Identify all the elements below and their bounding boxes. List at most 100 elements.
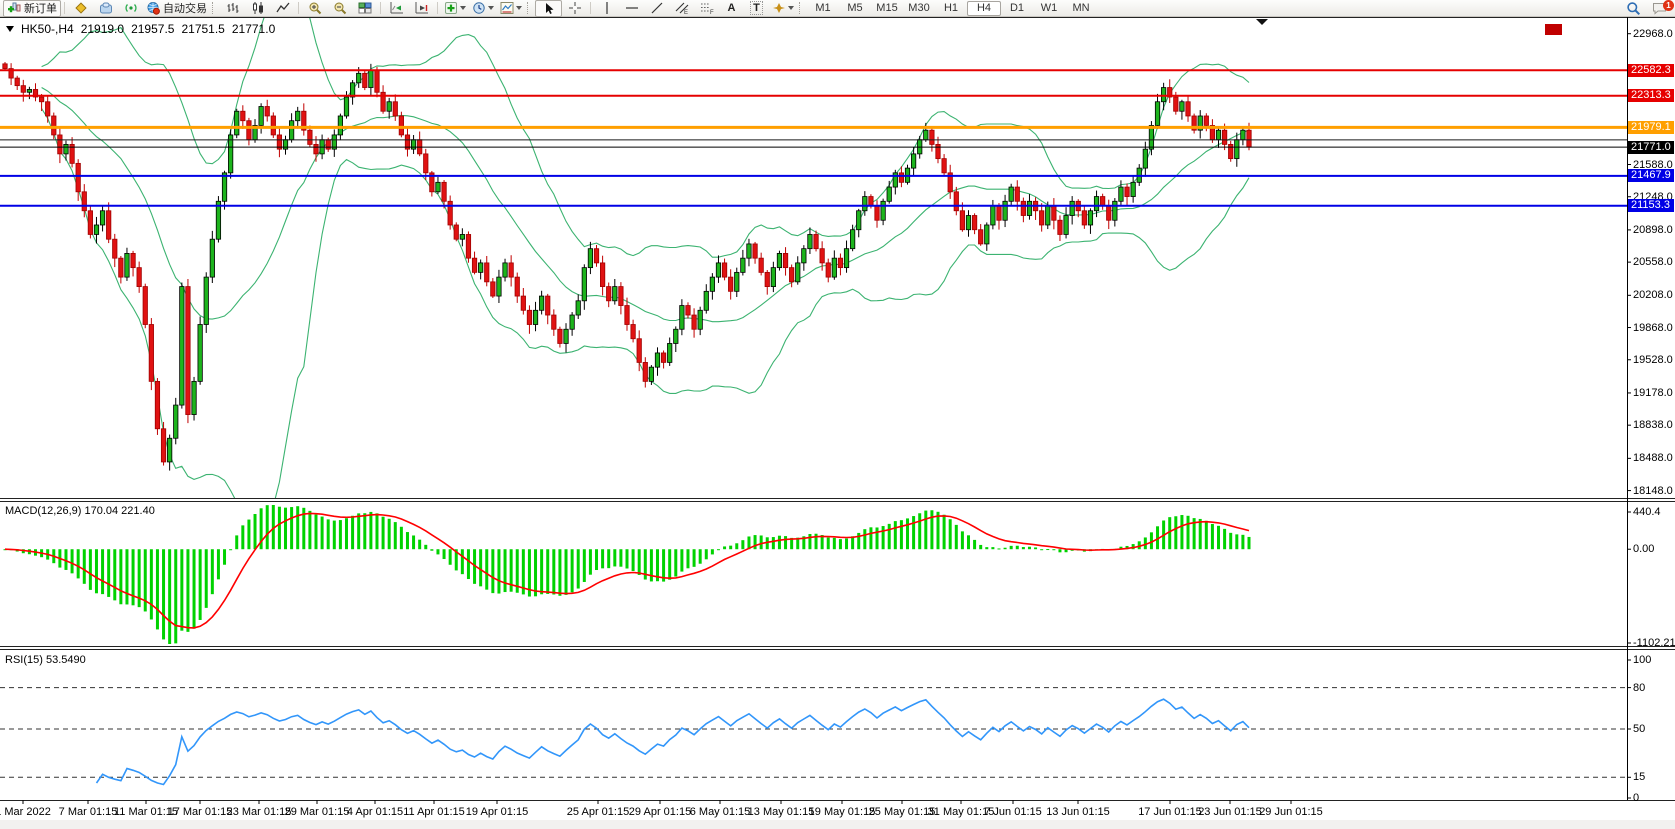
timeframe-m1[interactable]: M1 [815, 2, 831, 14]
timeframe-group: M1 M5 M15 M30 H1 H4 D1 W1 MN [807, 0, 1097, 16]
search-button[interactable] [1621, 1, 1646, 16]
time-tick-label: 4 Apr 01:15 [346, 806, 404, 818]
zoom-out-button[interactable] [327, 1, 352, 16]
macd-histogram-bar [1027, 546, 1031, 550]
macd-histogram-bar [430, 549, 434, 551]
trendline-tool[interactable] [644, 1, 669, 16]
rsi-axis-label: 80 [1633, 681, 1646, 694]
macd-histogram-bar [966, 535, 970, 550]
ohlc-open: 21919.0 [80, 21, 125, 36]
macd-histogram-bar [351, 515, 355, 550]
macd-histogram-bar [924, 510, 928, 550]
price-tick-label: 22968.0 [1633, 27, 1673, 40]
macd-histogram-bar [912, 516, 916, 550]
toolbox-button[interactable] [93, 1, 118, 16]
cursor-tool-button[interactable] [535, 0, 562, 17]
signals-icon [124, 4, 137, 12]
label-icon: T [750, 1, 763, 15]
candle-down [14, 77, 20, 87]
macd-histogram-bar [418, 539, 422, 550]
macd-histogram-bar [820, 535, 824, 550]
fibonacci-tool[interactable]: F [694, 1, 719, 16]
metaeditor-button[interactable] [68, 1, 93, 16]
chart-shift-marker[interactable] [1256, 19, 1268, 25]
macd-histogram-bar [936, 511, 940, 550]
candle-up [435, 181, 441, 193]
timeframe-h4[interactable]: H4 [967, 0, 1001, 16]
price-tick-label: 19528.0 [1633, 353, 1673, 366]
macd-histogram-bar [1174, 516, 1178, 550]
macd-histogram-bar [869, 527, 873, 550]
macd-histogram-bar [765, 537, 769, 550]
timeframe-w1[interactable]: W1 [1040, 2, 1058, 14]
timeframe-h1[interactable]: H1 [943, 2, 959, 14]
candle-down [508, 262, 514, 278]
candle-up [167, 437, 173, 463]
tile-windows-button[interactable] [352, 1, 377, 16]
candle-down [660, 352, 667, 363]
autoscroll-button[interactable] [384, 1, 409, 16]
crosshair-tool-button[interactable] [562, 1, 587, 16]
zoom-in-button[interactable] [302, 1, 327, 16]
candle-down [825, 262, 831, 278]
macd-histogram-bar [887, 523, 891, 550]
macd-histogram-bar [1143, 537, 1147, 550]
candle-down [874, 205, 880, 221]
candlestick-button[interactable] [245, 1, 270, 16]
arrows-tool[interactable] [769, 1, 797, 16]
vertical-line-tool[interactable] [594, 1, 619, 16]
main-pane[interactable] [2, 17, 1252, 521]
candle-down [941, 158, 947, 174]
candle-up [801, 248, 807, 264]
chart-area[interactable]: HK50-,H4 21919.0 21957.5 21751.5 21771.0… [0, 17, 1675, 829]
candle-up [1045, 205, 1051, 226]
periods-button[interactable] [469, 1, 497, 16]
macd-histogram-bar [168, 549, 172, 644]
macd-histogram-bar [960, 531, 964, 550]
indicators-button[interactable] [441, 1, 469, 16]
timeframe-m5[interactable]: M5 [847, 2, 863, 14]
candle-down [685, 305, 691, 316]
price-level-badge: 22582.3 [1628, 63, 1674, 77]
macd-histogram-bar [204, 549, 208, 608]
label-tool[interactable]: T [744, 1, 769, 16]
macd-histogram-bar [387, 518, 391, 550]
timeframe-m15[interactable]: M15 [876, 2, 898, 14]
candle-up [740, 257, 746, 273]
text-tool[interactable]: A [719, 1, 744, 16]
macd-histogram-bar [149, 549, 153, 620]
line-chart-button[interactable] [270, 1, 295, 16]
macd-histogram-bar [1229, 532, 1233, 550]
notifications-button[interactable]: 1 [1646, 0, 1674, 16]
candle-up [703, 290, 709, 311]
horizontal-line-tool[interactable] [619, 1, 644, 16]
signals-button[interactable] [118, 1, 143, 16]
collapse-triangle-icon[interactable] [6, 26, 14, 36]
candle-up [179, 286, 185, 406]
chart-shift-button[interactable] [409, 1, 434, 16]
macd-histogram-bar [930, 510, 934, 550]
equidistant-channel-tool[interactable]: E [669, 1, 694, 16]
candle-up [1026, 200, 1033, 216]
autotrading-button[interactable]: 自动交易 [143, 1, 210, 16]
tile-windows-icon [358, 2, 371, 14]
timeframe-mn[interactable]: MN [1072, 2, 1090, 14]
candle-up [349, 82, 356, 98]
timeframe-d1[interactable]: D1 [1009, 2, 1025, 14]
macd-histogram-bar [473, 549, 477, 584]
candle-down [557, 328, 563, 344]
macd-histogram-bar [1058, 549, 1062, 553]
candle-down [813, 234, 819, 250]
candle-down [758, 257, 764, 273]
templates-button[interactable] [497, 1, 525, 16]
svg-text:F: F [710, 10, 714, 15]
macd-histogram-bar [662, 549, 666, 582]
macd-histogram-bar [369, 511, 373, 550]
notification-badge: 1 [1663, 0, 1674, 11]
new-order-button[interactable]: 新订单 [3, 0, 61, 17]
chart-shift-icon [415, 2, 428, 14]
timeframe-m30[interactable]: M30 [908, 2, 930, 14]
chart-canvas[interactable] [0, 17, 1675, 829]
candle-down [935, 144, 941, 160]
bar-chart-button[interactable] [220, 1, 245, 16]
